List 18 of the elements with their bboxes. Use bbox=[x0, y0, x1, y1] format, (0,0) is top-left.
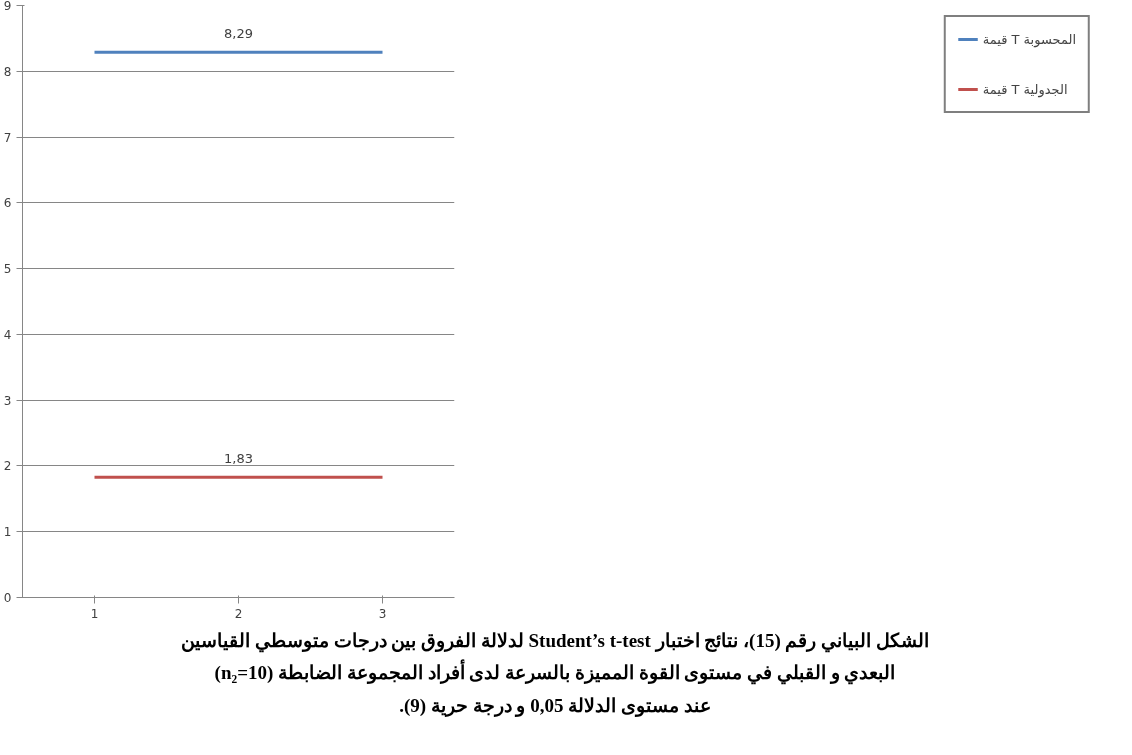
y-tick-label: 8 bbox=[3, 64, 12, 79]
y-tick-label: 7 bbox=[3, 130, 12, 145]
y-tick-label: 1 bbox=[3, 525, 12, 540]
y-tick-label: 5 bbox=[3, 262, 12, 277]
x-tick-label: 2 bbox=[234, 606, 243, 621]
legend-label: قيمة T المحسوبة bbox=[982, 31, 1076, 47]
data-label: 8,29 bbox=[224, 26, 253, 42]
text: الشكل البياني رقم (15)، نتائج اختبار Student’s t-test لدلالة الفروق بين درجات متوسطي القياسين البعدي و القبلي في مستوى القوة المميزة بالسرعة لدى أفراد المجموعة الضابطة (n₂=10) عند مستوى الدلالة 0,05 و درجة حرية (9). bbox=[181, 629, 929, 719]
legend-label: قيمة T الجدولية bbox=[982, 81, 1068, 97]
y-tick-label: 0 bbox=[3, 591, 12, 605]
y-tick-label: 4 bbox=[3, 327, 12, 342]
y-tick-label: 3 bbox=[3, 393, 12, 408]
x-tick-label: 3 bbox=[378, 606, 387, 621]
y-tick-label: 6 bbox=[3, 196, 12, 211]
data-label: 1,83 bbox=[224, 451, 253, 467]
x-tick-label: 1 bbox=[90, 606, 99, 621]
y-tick-label: 9 bbox=[3, 0, 12, 13]
y-tick-label: 2 bbox=[3, 459, 12, 474]
